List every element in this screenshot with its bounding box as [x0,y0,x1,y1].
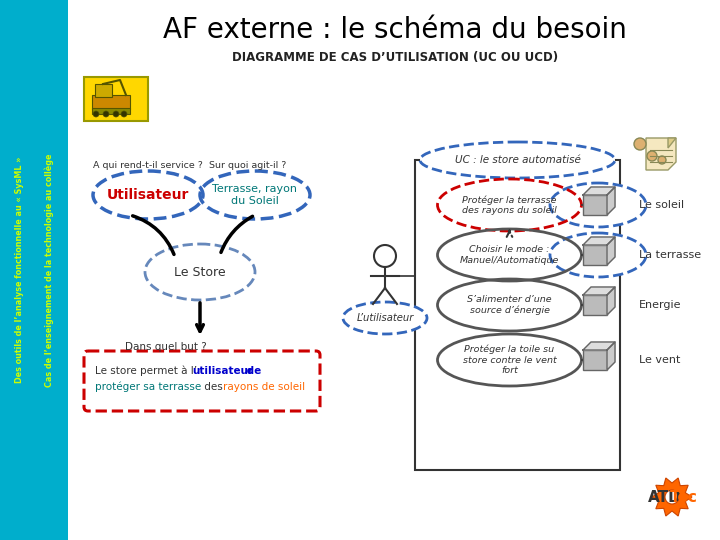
Text: Des outils de l’analyse fonctionnelle au « SysML »: Des outils de l’analyse fonctionnelle au… [14,157,24,383]
Circle shape [647,151,657,161]
Polygon shape [583,237,615,245]
Text: des: des [201,382,226,392]
Polygon shape [583,187,615,195]
Text: Dans quel but ?: Dans quel but ? [125,342,207,352]
Bar [583,245,607,265]
Polygon shape [607,187,615,215]
Polygon shape [583,287,615,295]
Text: Choisir le mode :
Manuel/Automatique: Choisir le mode : Manuel/Automatique [460,245,559,265]
Ellipse shape [438,179,582,231]
Polygon shape [607,287,615,315]
Text: Le store permet à l’: Le store permet à l’ [95,366,197,376]
Bar [583,350,607,370]
Polygon shape [607,342,615,370]
Bar [583,195,607,215]
Ellipse shape [145,244,255,300]
Text: de: de [243,366,261,376]
Polygon shape [668,138,676,148]
Text: Protéger la terrasse
des rayons du soleil: Protéger la terrasse des rayons du solei… [462,195,557,215]
Text: S’alimenter d’une
source d’énergie: S’alimenter d’une source d’énergie [467,295,552,315]
Text: DIAGRAMME DE CAS D’UTILISATION (UC OU UCD): DIAGRAMME DE CAS D’UTILISATION (UC OU UC… [232,51,558,64]
Ellipse shape [438,279,582,331]
FancyBboxPatch shape [84,351,320,411]
Circle shape [374,245,396,267]
Text: utilisateur: utilisateur [192,366,253,376]
Circle shape [113,111,119,117]
Text: Le soleil: Le soleil [639,200,684,210]
FancyBboxPatch shape [84,77,148,121]
Ellipse shape [93,171,203,219]
Text: Tec: Tec [670,489,698,504]
Text: protéger sa terrasse: protéger sa terrasse [95,382,202,392]
Text: UC : le store automatisé: UC : le store automatisé [454,155,580,165]
Text: La terrasse: La terrasse [639,250,701,260]
Circle shape [665,490,679,504]
Text: Terrasse, rayon
du Soleil: Terrasse, rayon du Soleil [212,184,297,206]
Circle shape [634,138,646,150]
Polygon shape [652,478,692,516]
Ellipse shape [438,229,582,281]
Ellipse shape [200,171,310,219]
Text: Sur quoi agit-il ?: Sur quoi agit-il ? [210,160,287,170]
Polygon shape [607,237,615,265]
Bar [415,160,620,470]
Bar [92,95,130,109]
Text: AF externe : le schéma du besoin: AF externe : le schéma du besoin [163,16,627,44]
Circle shape [93,111,99,117]
Text: Protéger la toile su
store contre le vent
fort: Protéger la toile su store contre le ven… [463,345,557,375]
Text: A qui rend-t-il service ?: A qui rend-t-il service ? [93,160,203,170]
Text: rayons de soleil: rayons de soleil [223,382,305,392]
Ellipse shape [343,302,427,334]
Ellipse shape [550,183,646,227]
Polygon shape [646,138,676,170]
Circle shape [121,111,127,117]
Polygon shape [583,342,615,350]
Text: Utilisateur: Utilisateur [107,188,189,202]
Text: Cas de l’enseignement de la technologie au collège: Cas de l’enseignement de la technologie … [44,153,54,387]
Text: Le Store: Le Store [174,266,226,279]
Circle shape [658,156,666,164]
FancyBboxPatch shape [94,84,112,97]
Circle shape [103,111,109,117]
Text: ATD: ATD [648,489,682,504]
Text: Le vent: Le vent [639,355,680,365]
Ellipse shape [550,233,646,277]
Ellipse shape [420,142,615,178]
Bar [92,108,130,114]
Text: L’utilisateur: L’utilisateur [356,313,414,323]
Ellipse shape [438,334,582,386]
Bar [583,295,607,315]
Bar [0,0,68,540]
Text: Energie: Energie [639,300,682,310]
